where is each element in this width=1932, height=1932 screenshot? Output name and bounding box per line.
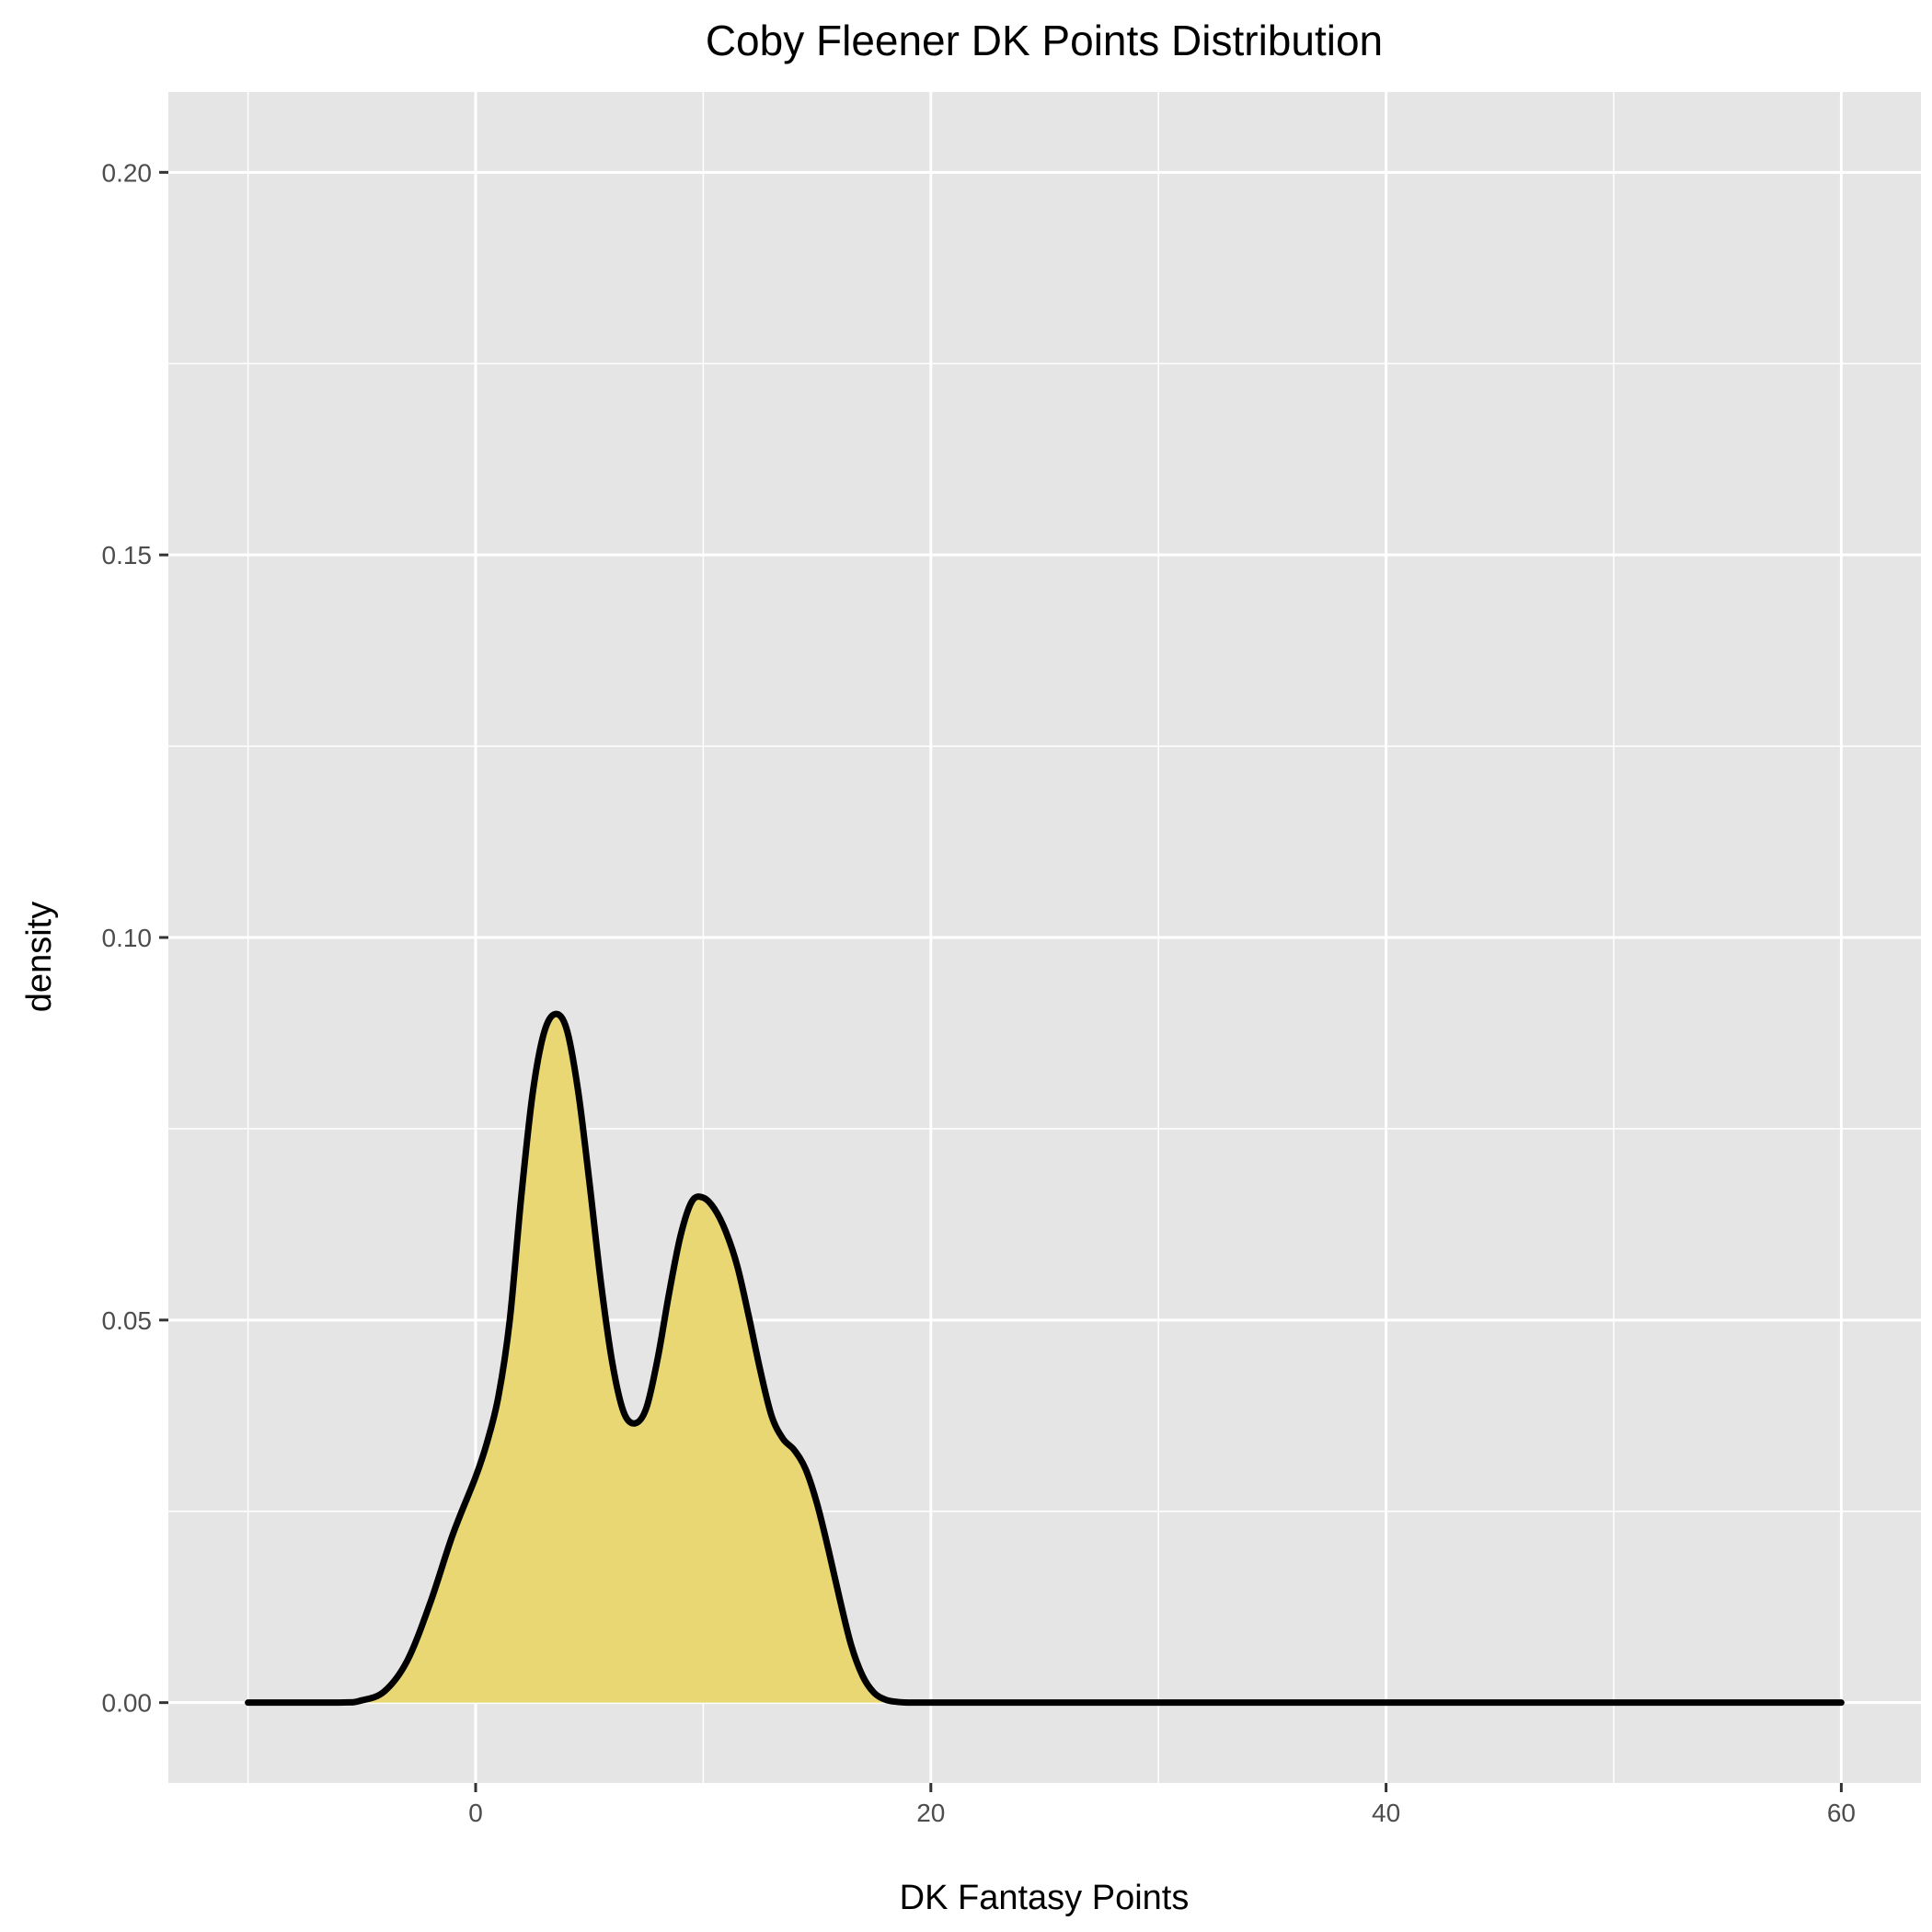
y-axis: 0.00 0.05 0.10 0.15 0.20 [102, 158, 168, 1718]
x-axis: 0 20 40 60 [468, 1783, 1856, 1827]
y-axis-label: density [20, 902, 59, 1012]
x-tick-label: 20 [916, 1799, 945, 1827]
x-tick-label: 40 [1372, 1799, 1400, 1827]
x-axis-label: DK Fantasy Points [900, 1879, 1190, 1917]
chart-title: Coby Fleener DK Points Distribution [706, 17, 1383, 64]
y-tick-label: 0.20 [102, 158, 153, 187]
density-curve-line [245, 1010, 1845, 1707]
major-gridlines [168, 92, 1921, 1783]
x-tick-label: 0 [468, 1799, 483, 1827]
y-tick-label: 0.10 [102, 924, 153, 952]
y-tick-label: 0.05 [102, 1306, 153, 1335]
y-tick-label: 0.15 [102, 541, 153, 569]
x-tick-label: 60 [1827, 1799, 1856, 1827]
y-tick-label: 0.00 [102, 1689, 153, 1718]
density-area-fill [247, 1014, 1842, 1703]
